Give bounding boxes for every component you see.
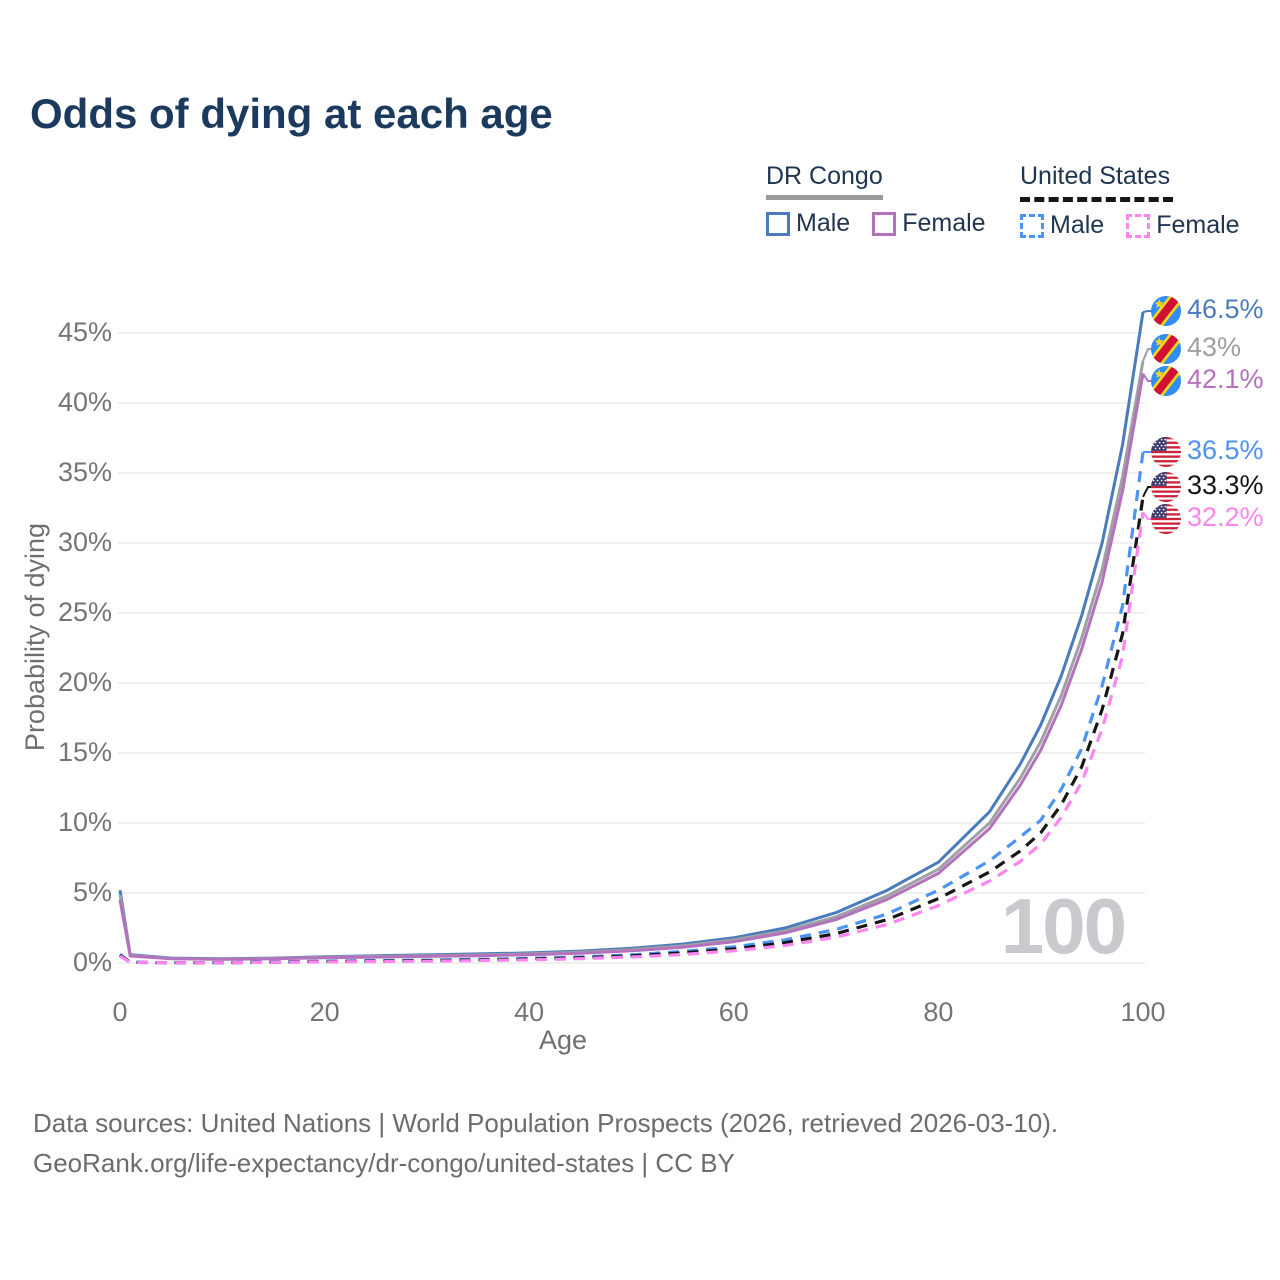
x-tick-label: 40 (514, 997, 545, 1027)
dr-congo-flag-icon (1151, 366, 1181, 396)
us-flag-icon (1151, 437, 1181, 467)
page-title: Odds of dying at each age (30, 90, 553, 137)
end-value-us-male: 36.5% (1187, 435, 1264, 465)
end-label-connector (1142, 486, 1152, 498)
legend-label-dr-congo-male[interactable]: Male (796, 209, 851, 237)
age-cursor-watermark: 100 (1001, 882, 1125, 970)
legend-swatch-us-female[interactable] (1126, 213, 1151, 238)
legend-country-united-states[interactable]: United States (1020, 162, 1240, 202)
series-line-us-female[interactable] (119, 511, 1145, 965)
x-axis-title: Age (539, 1025, 587, 1055)
legend-group-dr-congo: DR Congo Male Female (766, 162, 986, 238)
legend-line-sample-solid (766, 195, 883, 200)
gridlines (118, 332, 1145, 964)
series-line-us-both[interactable] (119, 496, 1145, 965)
data-sources-text: Data sources: United Nations | World Pop… (33, 1108, 1059, 1138)
legend-swatch-us-male[interactable] (1020, 213, 1044, 238)
x-tick-label: 80 (923, 997, 954, 1027)
legend-line-sample-dashed (1020, 197, 1173, 202)
y-tick-label: 30% (57, 527, 112, 557)
y-axis-title: Probability of dying (20, 523, 50, 751)
legend-label-us-male[interactable]: Male (1050, 211, 1105, 239)
end-value-dr-congo-female: 42.1% (1187, 364, 1264, 394)
series-line-dr-congo-male[interactable] (118, 311, 1145, 961)
legend-country-dr-congo[interactable]: DR Congo (766, 162, 986, 200)
end-value-us-both: 33.3% (1187, 470, 1264, 500)
y-tick-label: 45% (57, 317, 112, 347)
end-label-connector (1142, 511, 1152, 520)
y-tick-label: 40% (57, 387, 112, 417)
us-flag-icon (1151, 504, 1181, 534)
y-tick-label: 20% (57, 667, 112, 697)
dr-congo-flag-icon (1151, 334, 1181, 364)
y-tick-label: 10% (57, 807, 112, 837)
series-line-dr-congo-female[interactable] (118, 373, 1145, 961)
end-label-connector (1142, 310, 1152, 313)
y-tick-label: 25% (57, 597, 112, 627)
end-label-connector (1142, 348, 1152, 362)
x-tick-label: 100 (1120, 997, 1166, 1027)
label-connectors (1142, 310, 1152, 520)
x-tick-label: 20 (309, 997, 340, 1027)
legend-group-united-states: United States Male Female (1020, 162, 1240, 240)
dr-congo-flag-icon (1151, 296, 1181, 326)
legend-country-label-dr-congo: DR Congo (766, 162, 883, 190)
series-line-dr-congo-both[interactable] (118, 360, 1145, 961)
series-line-us-male[interactable] (119, 451, 1145, 965)
x-tick-label: 60 (718, 997, 749, 1027)
us-flag-icon (1151, 472, 1181, 502)
legend-label-dr-congo-female[interactable]: Female (902, 209, 986, 237)
end-value-dr-congo-both: 43% (1187, 332, 1242, 362)
end-value-us-female: 32.2% (1187, 502, 1264, 532)
y-tick-label: 35% (57, 457, 112, 487)
legend-country-label-united-states: United States (1020, 162, 1171, 190)
legend-swatch-dr-congo-female[interactable] (872, 211, 897, 236)
attribution-link-text[interactable]: GeoRank.org/life-expectancy/dr-congo/uni… (33, 1148, 735, 1178)
legend-swatch-dr-congo-male[interactable] (766, 211, 790, 236)
y-tick-label: 5% (72, 877, 112, 907)
series-lines (118, 311, 1145, 965)
end-label-connector (1142, 373, 1152, 382)
legend-label-us-female[interactable]: Female (1156, 211, 1240, 239)
y-tick-label: 15% (57, 737, 112, 767)
end-value-dr-congo-male: 46.5% (1187, 294, 1264, 324)
x-tick-label: 0 (112, 997, 128, 1027)
y-tick-label: 0% (72, 947, 112, 977)
